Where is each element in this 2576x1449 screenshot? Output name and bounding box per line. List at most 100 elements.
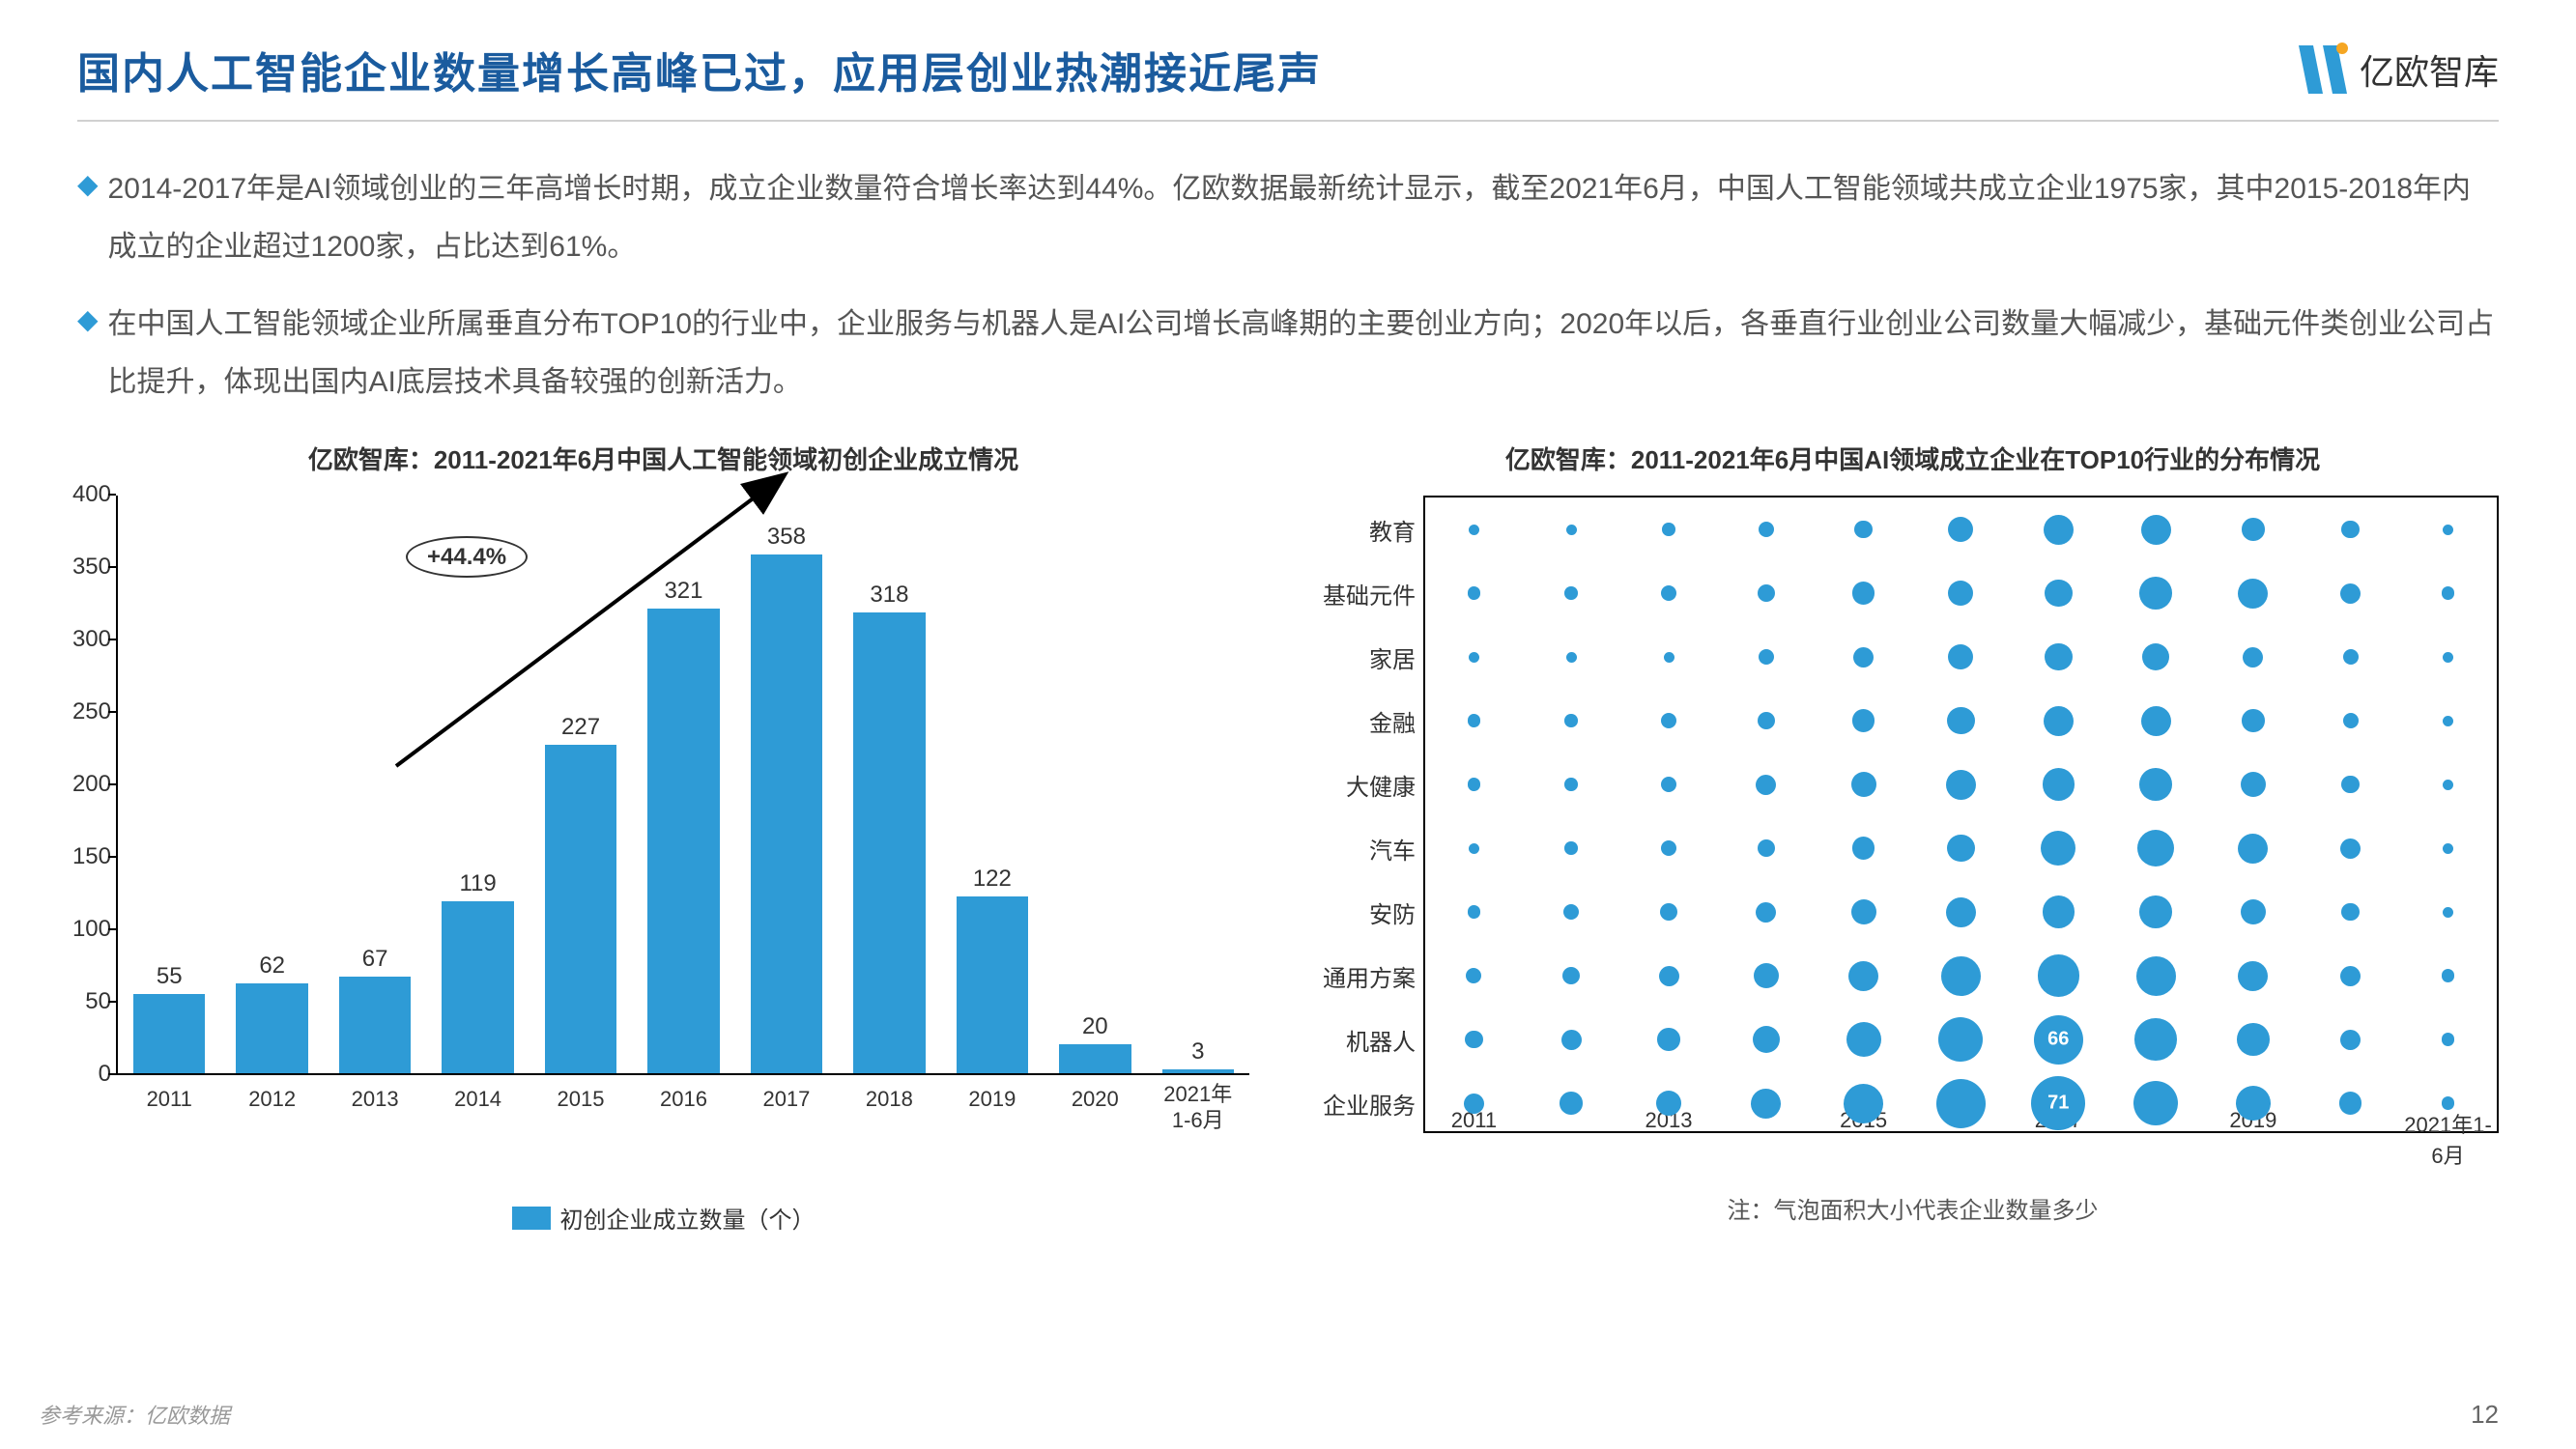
bubble-cell — [2302, 1092, 2399, 1115]
bubble-row-label: 家居 — [1304, 640, 1416, 674]
bar-column: 672013 — [324, 977, 426, 1074]
bubble — [1659, 966, 1679, 986]
bubble-row-label: 大健康 — [1304, 768, 1416, 802]
bubble — [1566, 525, 1577, 535]
bubble — [2242, 709, 2265, 732]
bubble-cell — [2107, 1081, 2205, 1125]
bubble-cell — [2399, 652, 2497, 663]
bar-value-label: 3 — [1191, 1038, 1204, 1065]
bubble — [1846, 1022, 1881, 1057]
bubble-row-label: 教育 — [1304, 513, 1416, 547]
bubble — [1948, 581, 1973, 606]
bubble-cell — [1815, 899, 1912, 924]
bubble-cell — [2107, 515, 2205, 545]
bubble-cell — [1717, 712, 1815, 730]
bar-value-label: 119 — [459, 870, 496, 897]
bubble — [1936, 1079, 1986, 1128]
bubble-cell — [1523, 1092, 1620, 1115]
bullet-item: ◆ 在中国人工智能领域企业所属垂直分布TOP10的行业中，企业服务与机器人是AI… — [77, 296, 2499, 412]
bubble — [1469, 652, 1479, 663]
bubble — [2442, 969, 2455, 982]
bubble — [1938, 1017, 1983, 1062]
bubble-cell — [1717, 775, 1815, 795]
bubble — [2044, 706, 2074, 736]
bar: 20 — [1059, 1044, 1131, 1073]
bubble-row-label: 金融 — [1304, 704, 1416, 738]
bubble-cell — [2302, 1030, 2399, 1050]
bubble-note: 注：气泡面积大小代表企业数量多少 — [1307, 1191, 2518, 1225]
bar-value-label: 67 — [362, 946, 388, 973]
bubble — [1560, 1092, 1583, 1115]
bar-category-label: 2013 — [352, 1087, 399, 1112]
bubble — [2043, 768, 2075, 801]
bubble-cell — [2107, 956, 2205, 996]
bubble-cell — [2399, 969, 2497, 982]
bubble-cell — [2010, 580, 2107, 608]
y-tick-label: 150 — [63, 843, 111, 870]
bar-column: 32021年1-6月 — [1147, 1069, 1249, 1074]
bubble — [1469, 843, 1479, 854]
bubble — [1751, 1089, 1781, 1119]
bubble-cell — [1912, 581, 2010, 606]
bubble-cell — [2010, 706, 2107, 736]
bubble-cell — [1620, 652, 1718, 663]
bubble-cell — [1815, 772, 1912, 797]
bubble-cell — [1912, 1079, 2010, 1128]
bullet-item: ◆ 2014-2017年是AI领域创业的三年高增长时期，成立企业数量符合增长率达… — [77, 160, 2499, 276]
bubble — [2137, 830, 2175, 867]
bubble — [2442, 1033, 2455, 1046]
bubble-cell — [2399, 780, 2497, 790]
bubble-cell — [1523, 714, 1620, 727]
bubble — [2139, 895, 2172, 928]
bar-column: 202020 — [1044, 1044, 1146, 1073]
bubble-cell — [1523, 778, 1620, 791]
bubble — [1466, 968, 1481, 983]
bubble — [2139, 577, 2172, 610]
bubble-row: 家居 — [1425, 625, 2497, 689]
bar-category-label: 2021年1-6月 — [1163, 1082, 1232, 1133]
bubble — [2238, 834, 2268, 864]
bubble — [1941, 956, 1981, 996]
bubble — [1851, 772, 1876, 797]
bar-chart-panel: 亿欧智库：2011-2021年6月中国人工智能领域初创企业成立情况 +44.4%… — [58, 440, 1269, 1235]
bar-category-label: 2011 — [147, 1087, 192, 1112]
bubble — [2136, 956, 2176, 996]
bubble — [1563, 904, 1579, 920]
source-text: 参考来源：亿欧数据 — [39, 1399, 230, 1430]
bubble-cell — [1425, 843, 1523, 854]
bubble-cell — [2205, 647, 2303, 668]
y-tick-label: 50 — [63, 988, 111, 1015]
bubble-cell — [2302, 649, 2399, 665]
page-title: 国内人工智能企业数量增长高峰已过，应用层创业热潮接近尾声 — [77, 39, 1322, 100]
bubble-cell — [2205, 709, 2303, 732]
bubble-cell — [2010, 643, 2107, 671]
bubble-cell — [1717, 963, 1815, 988]
logo-text: 亿欧智库 — [2360, 44, 2499, 95]
bubble — [2340, 1030, 2361, 1050]
bubble-cell — [1620, 966, 1718, 986]
bubble-cell — [1912, 835, 2010, 863]
bubble-cell — [2302, 583, 2399, 604]
legend-label: 初创企业成立数量（个） — [560, 1201, 816, 1235]
bubble — [1852, 709, 1875, 732]
bar-category-label: 2017 — [762, 1087, 810, 1112]
bubble-cell — [2399, 525, 2497, 535]
bar-chart: +44.4% 050100150200250300350400 55201162… — [116, 496, 1269, 1152]
bubble-cell — [2205, 1086, 2303, 1121]
bubble — [2238, 579, 2268, 609]
bubble-cell — [1425, 968, 1523, 983]
bubble-cell — [2302, 966, 2399, 986]
bubble — [1465, 1031, 1483, 1049]
bubble-cell — [2205, 518, 2303, 541]
y-tick-label: 250 — [63, 698, 111, 725]
bar-value-label: 55 — [157, 963, 183, 990]
bar-chart-title: 亿欧智库：2011-2021年6月中国人工智能领域初创企业成立情况 — [58, 440, 1269, 476]
logo: 亿欧智库 — [2294, 41, 2499, 99]
bar-value-label: 20 — [1082, 1013, 1108, 1040]
bubble-cell — [1912, 956, 2010, 996]
bubble — [2142, 643, 2170, 671]
bar: 62 — [236, 983, 308, 1073]
bullet-list: ◆ 2014-2017年是AI领域创业的三年高增长时期，成立企业数量符合增长率达… — [0, 122, 2576, 412]
bubble — [1759, 522, 1774, 537]
bubble-cell — [1815, 647, 1912, 668]
